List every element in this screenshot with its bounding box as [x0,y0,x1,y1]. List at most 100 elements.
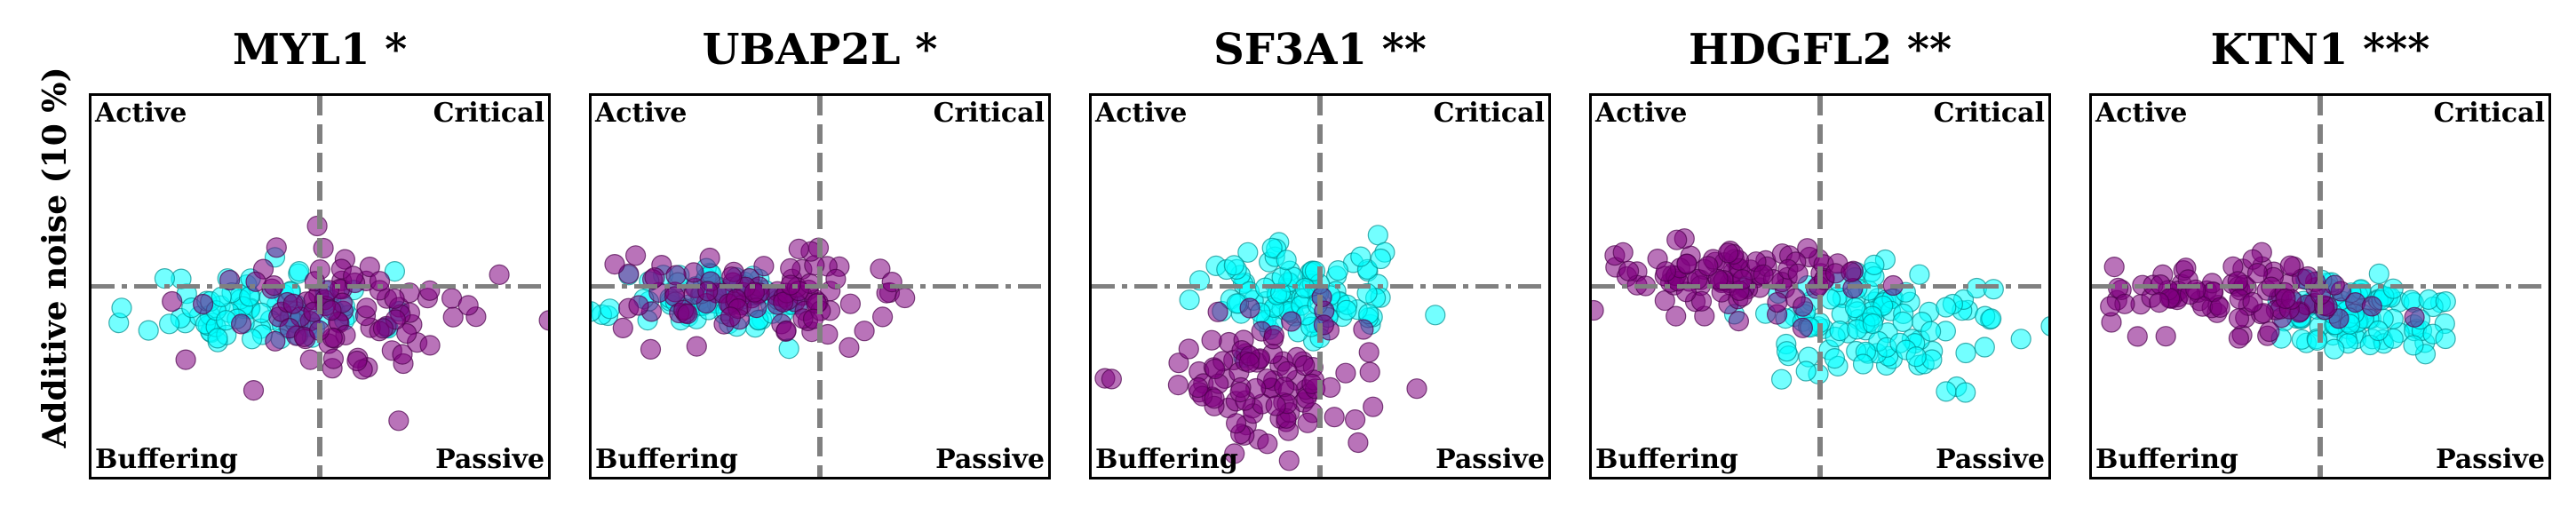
point-purple [2100,296,2121,317]
point-cyan [2403,335,2424,356]
point-purple [628,295,649,316]
quadrant-label-buffering: Buffering [95,444,238,475]
point-purple [1697,256,1719,277]
point-cyan [384,261,405,282]
point-cyan [2435,328,2456,350]
point-purple [640,338,662,360]
point-purple [1358,342,1379,363]
point-purple [788,238,809,259]
point-cyan [1892,311,1913,332]
point-cyan [1852,353,1874,375]
point-purple [1767,291,1788,313]
point-purple [2242,291,2263,313]
point-purple [192,293,214,315]
quadrant-label-passive: Passive [1435,444,1545,475]
point-purple [343,265,364,287]
quadrant-label-passive: Passive [1936,444,2045,475]
point-purple [1753,264,1774,285]
point-purple [624,245,647,266]
point-purple [699,247,720,269]
scatter-svg [91,96,548,477]
point-purple [1205,358,1226,380]
point-purple [346,350,368,372]
point-purple [773,291,794,313]
point-purple [1294,355,1316,376]
point-cyan [1983,279,2004,300]
point-purple [2275,288,2296,309]
point-purple [419,280,441,301]
plot-area: Active Critical Buffering Passive [89,93,551,479]
point-purple [1666,229,1688,250]
point-purple [1167,375,1189,396]
point-purple [1226,413,1247,434]
point-purple [392,344,413,365]
point-cyan [251,302,273,323]
point-purple [1797,238,1818,259]
point-cyan [1864,254,1885,275]
point-purple [359,257,380,278]
point-purple [854,321,875,342]
point-cyan [207,328,228,349]
point-cyan [1829,321,1850,342]
point-purple [1612,242,1634,263]
point-purple [388,410,409,432]
point-purple [1320,376,1341,398]
point-purple [2209,297,2230,318]
point-purple [872,306,894,328]
quadrant-label-passive: Passive [435,444,545,475]
point-purple [231,313,252,335]
point-cyan [1955,382,1976,403]
point-purple [2155,326,2176,347]
point-purple [1793,296,1814,317]
point-cyan [1336,299,1357,321]
point-cyan [1261,237,1283,258]
point-purple [1618,260,1640,281]
point-purple [1265,395,1286,416]
point-cyan [1844,297,1866,319]
point-purple [839,337,860,358]
point-purple [1363,396,1384,417]
point-purple [384,288,405,309]
points-group [1094,225,1446,471]
panel-title: UBAP2L * [702,25,938,75]
scatter-svg [592,96,1048,477]
point-purple [825,268,847,289]
point-cyan [2401,289,2422,311]
point-cyan [1955,342,1976,364]
point-purple [2361,296,2382,317]
plot-area: Active Critical Buffering Passive [1089,93,1551,479]
point-purple [665,265,687,286]
point-purple [2246,263,2269,284]
point-purple [612,317,633,338]
point-cyan [2010,329,2031,350]
quadrant-label-passive: Passive [2436,444,2545,475]
point-cyan [1920,321,1942,342]
point-cyan [111,297,132,319]
point-purple [697,281,719,302]
point-cyan [1909,264,1930,285]
scatter-svg [1092,96,1548,477]
point-cyan [289,261,310,282]
point-cyan [2367,320,2389,342]
point-cyan [1771,368,1793,390]
y-axis-label: Additive noise (10 %) [36,67,74,448]
point-purple [1406,378,1427,400]
point-cyan [2307,329,2328,351]
point-purple [2279,255,2301,276]
point-purple [369,271,391,292]
point-purple [753,256,775,277]
point-purple [1676,253,1697,274]
quadrant-label-passive: Passive [935,444,1045,475]
scatter-svg [1592,96,2048,477]
point-purple [1239,297,1260,319]
point-purple [775,320,797,341]
scatter-panel: SF3A1 ** Active Critical Buffering Passive [1071,0,1569,515]
quadrant-label-active: Active [1595,98,1688,129]
points-group [592,237,916,360]
point-cyan [1981,308,2002,329]
point-purple [1841,261,1862,282]
point-purple [1353,319,1374,340]
point-cyan [1936,297,1957,318]
point-cyan [1776,341,1798,362]
point-cyan [1179,289,1200,311]
